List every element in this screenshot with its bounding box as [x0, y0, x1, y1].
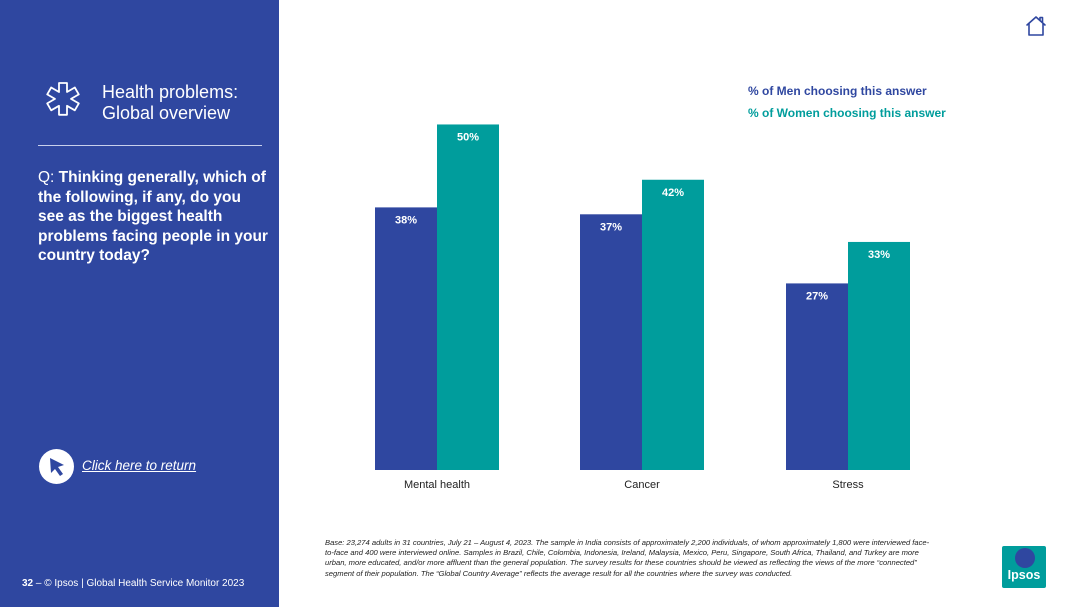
data-label-men-cancer: 37% [600, 221, 622, 233]
category-label-mental-health: Mental health [404, 479, 470, 491]
legend-men-label: % of Men choosing this answer [748, 84, 927, 98]
footer-page-number: 32 [22, 578, 34, 589]
bar-women-mental-health [437, 124, 499, 470]
data-label-men-stress: 27% [806, 290, 828, 302]
legend-women-label: % of Women choosing this answer [748, 106, 946, 120]
legend-men: % of Men choosing this answer [748, 84, 927, 98]
data-label-men-mental-health: 38% [395, 214, 417, 226]
category-label-stress: Stress [832, 479, 864, 491]
data-label-women-mental-health: 50% [457, 131, 479, 143]
cursor-arrow-icon [50, 458, 64, 476]
return-button[interactable] [39, 449, 74, 484]
ipsos-logo: Ipsos [1002, 546, 1046, 588]
title-divider [38, 145, 262, 146]
logo-circle [1015, 548, 1035, 568]
medical-cross-icon [46, 82, 80, 116]
base-note: Base: 23,274 adults in 31 countries, Jul… [325, 538, 930, 578]
data-label-women-cancer: 42% [662, 187, 684, 199]
bar-men-stress [786, 283, 848, 470]
bar-chart: 38% 50% Mental health 37% 42% Cancer 27% 33% Str… [330, 124, 950, 491]
bar-men-mental-health [375, 207, 437, 470]
legend-women: % of Women choosing this answer [748, 106, 946, 120]
bar-women-stress [848, 241, 910, 470]
page-title-line2: Global overview [102, 103, 231, 123]
question-text: Thinking generally, which of the followi… [38, 169, 268, 265]
sidebar-panel: Health problems: Global overview Q: Thin… [0, 0, 279, 607]
bar-men-cancer [580, 214, 642, 470]
footer-copyright: – © Ipsos | Global Health Service Monito… [33, 578, 245, 589]
category-label-cancer: Cancer [624, 479, 660, 491]
page-title-line1: Health problems: [102, 82, 239, 102]
return-link[interactable]: Click here to return [82, 458, 197, 473]
bar-women-cancer [642, 179, 704, 470]
data-label-women-stress: 33% [868, 249, 890, 261]
logo-text: Ipsos [1007, 568, 1041, 582]
question-prefix: Q: [38, 169, 59, 186]
page-title: Health problems: Global overview [102, 82, 238, 124]
home-icon[interactable] [1024, 14, 1048, 38]
footer: 32 – © Ipsos | Global Health Service Mon… [22, 578, 244, 589]
survey-question: Q: Thinking generally, which of the foll… [38, 168, 268, 266]
